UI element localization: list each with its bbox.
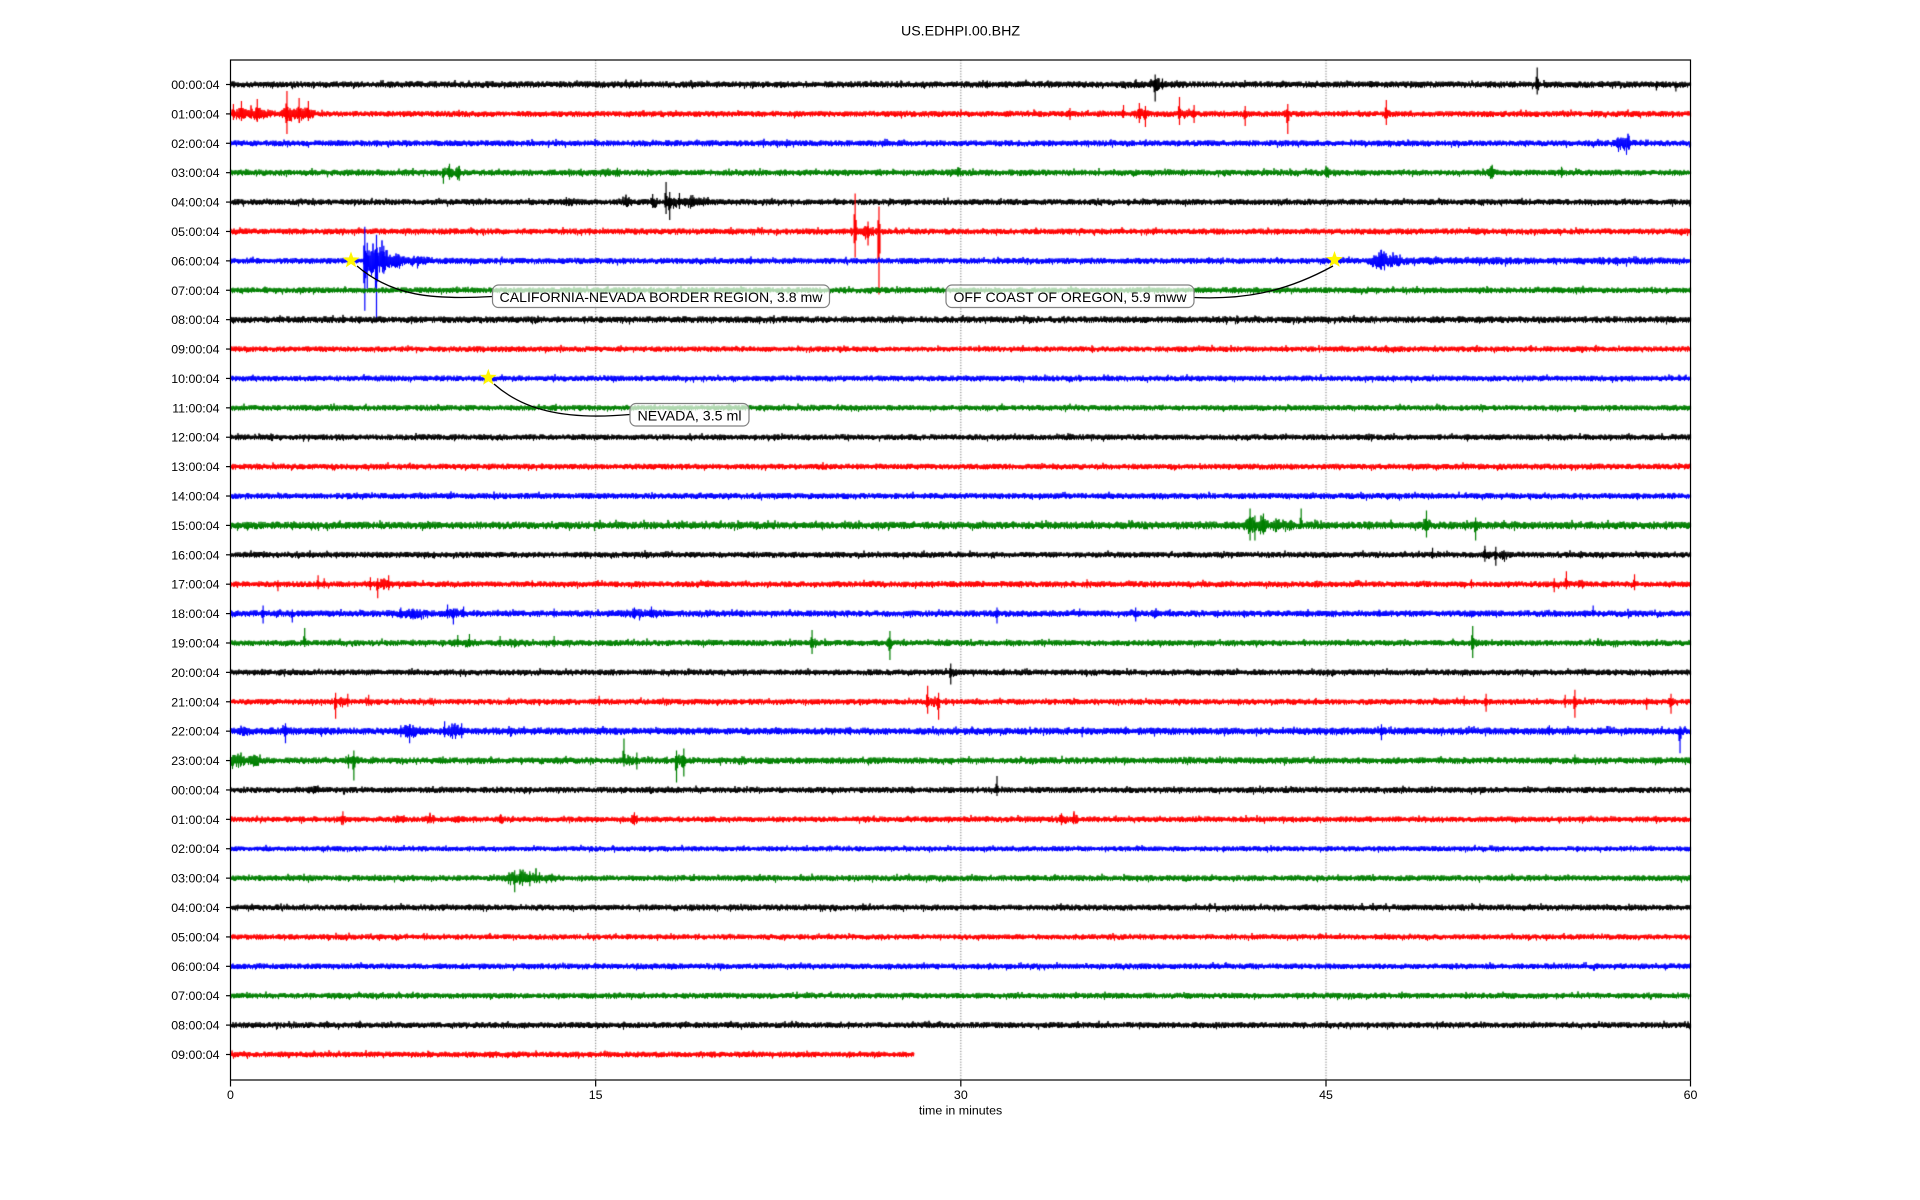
svg-text:05:00:04: 05:00:04 <box>171 225 219 239</box>
svg-text:19:00:04: 19:00:04 <box>171 636 219 650</box>
svg-text:02:00:04: 02:00:04 <box>171 842 219 856</box>
svg-text:17:00:04: 17:00:04 <box>171 578 219 592</box>
svg-text:21:00:04: 21:00:04 <box>171 695 219 709</box>
svg-text:45: 45 <box>1319 1088 1333 1102</box>
svg-text:09:00:04: 09:00:04 <box>171 1048 219 1062</box>
svg-text:OFF COAST OF OREGON, 5.9 mww: OFF COAST OF OREGON, 5.9 mww <box>954 289 1188 305</box>
svg-text:03:00:04: 03:00:04 <box>171 166 219 180</box>
svg-text:60: 60 <box>1684 1088 1698 1102</box>
svg-text:15: 15 <box>589 1088 603 1102</box>
svg-text:16:00:04: 16:00:04 <box>171 548 219 562</box>
svg-text:15:00:04: 15:00:04 <box>171 519 219 533</box>
svg-text:22:00:04: 22:00:04 <box>171 725 219 739</box>
svg-text:09:00:04: 09:00:04 <box>171 343 219 357</box>
svg-text:10:00:04: 10:00:04 <box>171 372 219 386</box>
svg-text:00:00:04: 00:00:04 <box>171 78 219 92</box>
svg-text:18:00:04: 18:00:04 <box>171 607 219 621</box>
svg-text:04:00:04: 04:00:04 <box>171 196 219 210</box>
svg-text:23:00:04: 23:00:04 <box>171 754 219 768</box>
svg-text:time in minutes: time in minutes <box>919 1104 1002 1118</box>
svg-text:CALIFORNIA-NEVADA BORDER REGIO: CALIFORNIA-NEVADA BORDER REGION, 3.8 mw <box>500 289 824 305</box>
svg-text:13:00:04: 13:00:04 <box>171 460 219 474</box>
svg-text:NEVADA, 3.5 ml: NEVADA, 3.5 ml <box>638 407 742 423</box>
svg-text:02:00:04: 02:00:04 <box>171 137 219 151</box>
svg-text:14:00:04: 14:00:04 <box>171 490 219 504</box>
svg-text:01:00:04: 01:00:04 <box>171 813 219 827</box>
svg-text:11:00:04: 11:00:04 <box>172 401 219 415</box>
svg-text:08:00:04: 08:00:04 <box>171 1019 219 1033</box>
svg-text:20:00:04: 20:00:04 <box>171 666 219 680</box>
svg-text:06:00:04: 06:00:04 <box>171 254 219 268</box>
svg-text:08:00:04: 08:00:04 <box>171 313 219 327</box>
svg-text:07:00:04: 07:00:04 <box>171 284 219 298</box>
svg-text:07:00:04: 07:00:04 <box>171 989 219 1003</box>
svg-text:US.EDHPI.00.BHZ: US.EDHPI.00.BHZ <box>901 24 1020 40</box>
svg-text:0: 0 <box>227 1088 234 1102</box>
svg-text:03:00:04: 03:00:04 <box>171 872 219 886</box>
svg-text:00:00:04: 00:00:04 <box>171 783 219 797</box>
svg-text:05:00:04: 05:00:04 <box>171 930 219 944</box>
svg-text:30: 30 <box>954 1088 968 1102</box>
svg-text:04:00:04: 04:00:04 <box>171 901 219 915</box>
svg-text:06:00:04: 06:00:04 <box>171 960 219 974</box>
svg-text:01:00:04: 01:00:04 <box>171 107 219 121</box>
svg-text:12:00:04: 12:00:04 <box>171 431 219 445</box>
